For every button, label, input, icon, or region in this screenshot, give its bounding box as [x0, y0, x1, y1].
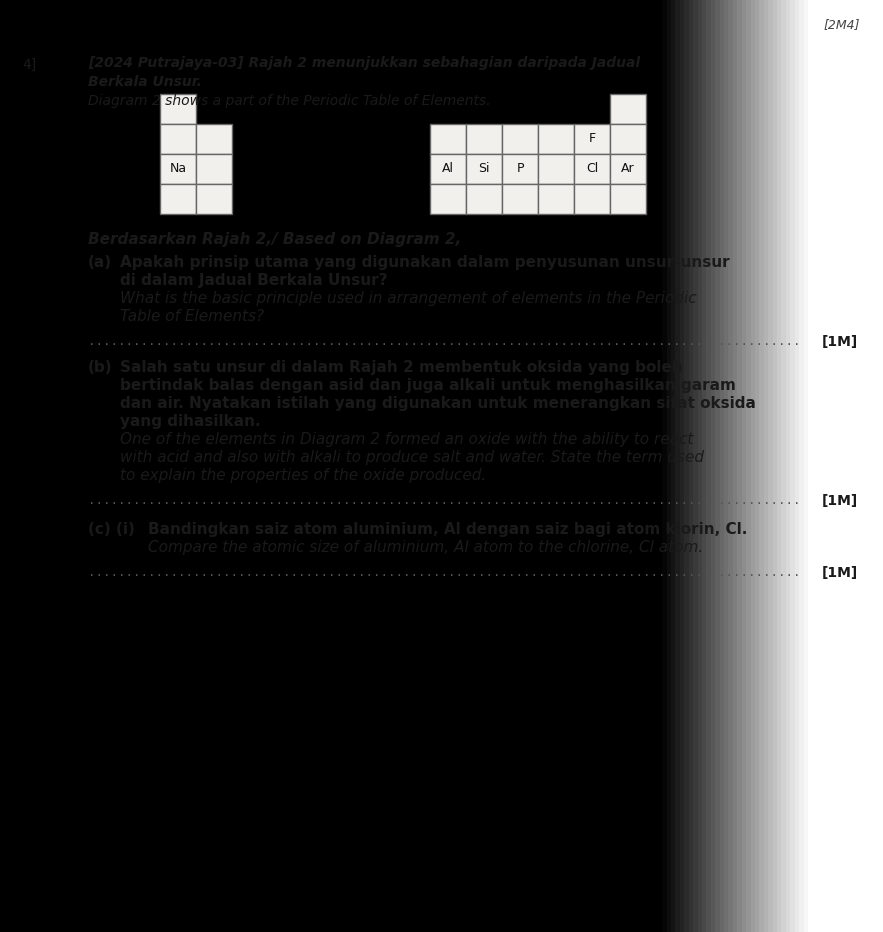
Bar: [160, 94, 196, 124]
Bar: [430, 154, 466, 184]
Text: with acid and also with alkali to produce salt and water. State the term used: with acid and also with alkali to produc…: [120, 450, 704, 465]
Bar: [160, 124, 196, 154]
Text: Salah satu unsur di dalam Rajah 2 membentuk oksida yang boleh: Salah satu unsur di dalam Rajah 2 memben…: [120, 360, 683, 375]
Text: ................................................................................: ........................................…: [88, 494, 801, 507]
Bar: [574, 124, 610, 154]
Bar: [502, 154, 538, 184]
Bar: [430, 124, 466, 154]
Bar: [610, 154, 646, 184]
Text: Berdasarkan Rajah 2,/ Based on Diagram 2,: Berdasarkan Rajah 2,/ Based on Diagram 2…: [88, 232, 461, 247]
Bar: [538, 154, 574, 184]
Bar: [466, 184, 502, 214]
Bar: [610, 184, 646, 214]
Text: Apakah prinsip utama yang digunakan dalam penyusunan unsur-unsur: Apakah prinsip utama yang digunakan dala…: [120, 255, 729, 270]
Bar: [610, 124, 646, 154]
Bar: [466, 154, 502, 184]
Text: (b): (b): [88, 360, 113, 375]
Text: yang dihasilkan.: yang dihasilkan.: [120, 414, 260, 429]
Bar: [502, 124, 538, 154]
Text: Cl: Cl: [586, 162, 598, 175]
Bar: [160, 184, 196, 214]
Text: Diagram 2 shows a part of the Periodic Table of Elements.: Diagram 2 shows a part of the Periodic T…: [88, 94, 491, 108]
Bar: [502, 184, 538, 214]
Text: P: P: [517, 162, 524, 175]
Text: ................................................................................: ........................................…: [88, 335, 801, 348]
Text: One of the elements in Diagram 2 formed an oxide with the ability to react: One of the elements in Diagram 2 formed …: [120, 432, 693, 447]
Text: (a): (a): [88, 255, 112, 270]
Text: What is the basic principle used in arrangement of elements in the Periodic: What is the basic principle used in arra…: [120, 291, 697, 306]
Text: Berkala Unsur.: Berkala Unsur.: [88, 75, 202, 89]
Text: [2024 Putrajaya-03] Rajah 2 menunjukkan sebahagian daripada Jadual: [2024 Putrajaya-03] Rajah 2 menunjukkan …: [88, 56, 640, 70]
Text: (c) (i): (c) (i): [88, 522, 135, 537]
Text: [1M]: [1M]: [822, 566, 858, 580]
Text: bertindak balas dengan asid dan juga alkali untuk menghasilkan garam: bertindak balas dengan asid dan juga alk…: [120, 378, 736, 393]
Bar: [160, 154, 196, 184]
Text: [1M]: [1M]: [822, 335, 858, 349]
Bar: [610, 94, 646, 124]
Text: Na: Na: [170, 162, 186, 175]
Text: [2M4]: [2M4]: [824, 18, 860, 31]
Text: di dalam Jadual Berkala Unsur?: di dalam Jadual Berkala Unsur?: [120, 273, 388, 288]
Bar: [574, 184, 610, 214]
Text: ................................................................................: ........................................…: [88, 566, 801, 579]
Bar: [430, 184, 466, 214]
Text: 4]: 4]: [22, 58, 36, 72]
Bar: [574, 154, 610, 184]
Bar: [196, 154, 232, 184]
Text: Compare the atomic size of aluminium, Al atom to the chlorine, Cl atom.: Compare the atomic size of aluminium, Al…: [148, 540, 703, 555]
Text: to explain the properties of the oxide produced.: to explain the properties of the oxide p…: [120, 468, 487, 483]
Bar: [538, 184, 574, 214]
Text: Al: Al: [442, 162, 454, 175]
Text: Si: Si: [479, 162, 490, 175]
Bar: [196, 184, 232, 214]
Bar: [466, 124, 502, 154]
Text: Table of Elements?: Table of Elements?: [120, 309, 264, 324]
Bar: [196, 124, 232, 154]
Bar: [538, 124, 574, 154]
Text: F: F: [588, 132, 595, 145]
Text: [1M]: [1M]: [822, 494, 858, 508]
Text: Ar: Ar: [621, 162, 635, 175]
Text: dan air. Nyatakan istilah yang digunakan untuk menerangkan sifat oksida: dan air. Nyatakan istilah yang digunakan…: [120, 396, 756, 411]
Text: Bandingkan saiz atom aluminium, Al dengan saiz bagi atom klorin, Cl.: Bandingkan saiz atom aluminium, Al denga…: [148, 522, 747, 537]
